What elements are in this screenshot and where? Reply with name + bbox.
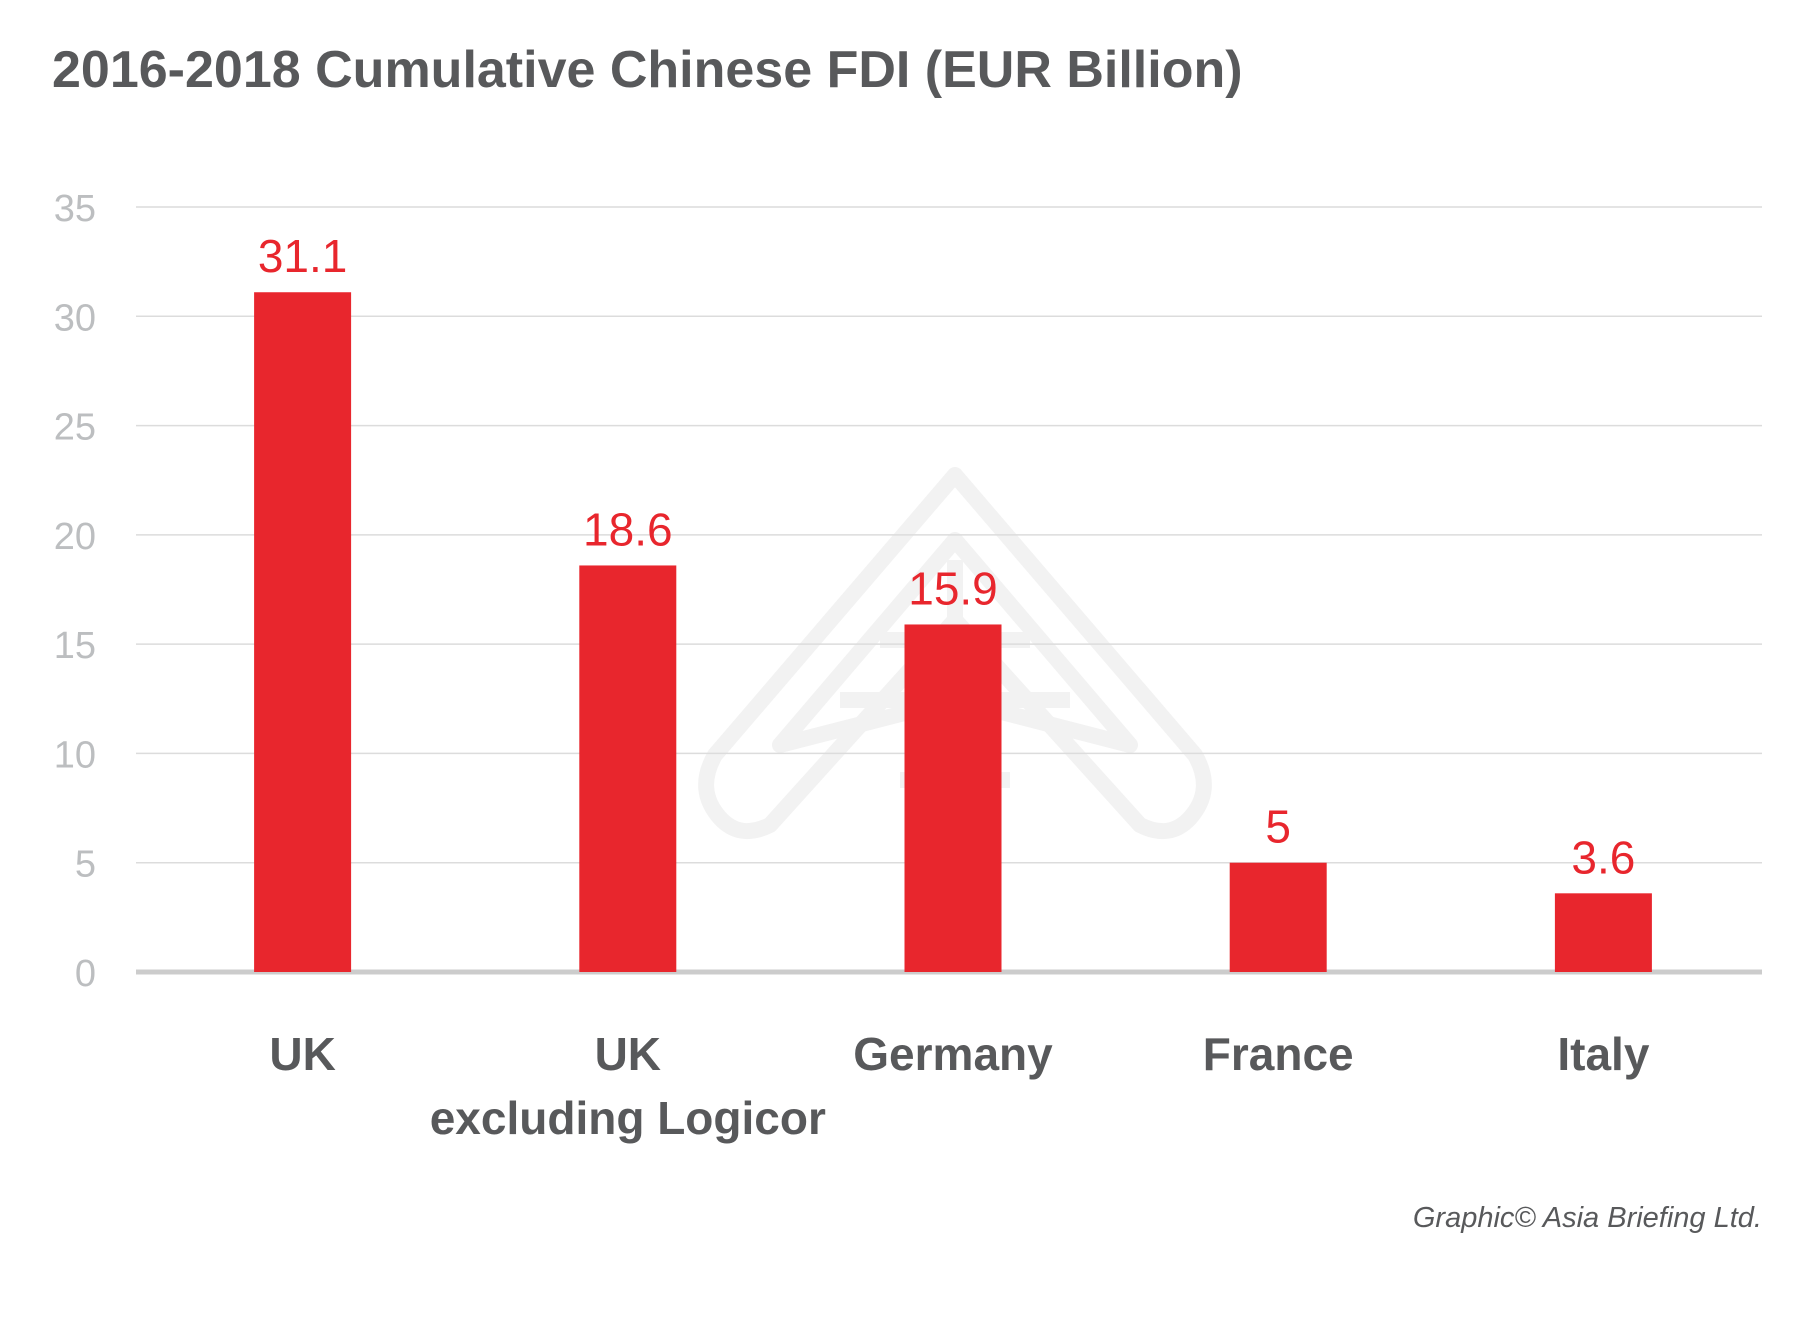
y-tick-label: 20 <box>54 516 96 558</box>
value-label: 3.6 <box>1571 831 1635 883</box>
bar <box>1554 893 1652 972</box>
x-tick-label: UK <box>269 1028 335 1080</box>
chart-title: 2016-2018 Cumulative Chinese FDI (EUR Bi… <box>52 41 1243 99</box>
bar <box>904 624 1002 972</box>
graphic-credit: Graphic© Asia Briefing Ltd. <box>1412 1202 1762 1234</box>
bar <box>579 565 677 972</box>
bar <box>1229 862 1327 972</box>
y-tick-label: 25 <box>54 407 96 449</box>
y-tick-label: 15 <box>54 625 96 667</box>
value-label: 5 <box>1265 801 1291 853</box>
y-tick-label: 5 <box>75 844 96 886</box>
y-tick-label: 0 <box>75 953 96 995</box>
value-label: 31.1 <box>258 230 348 282</box>
y-tick-label: 30 <box>54 297 96 339</box>
bar <box>254 292 352 972</box>
value-label: 15.9 <box>908 562 998 614</box>
value-label: 18.6 <box>583 503 673 555</box>
x-tick-label: UK <box>595 1028 661 1080</box>
y-tick-label: 10 <box>54 734 96 776</box>
x-tick-label: Italy <box>1557 1028 1649 1080</box>
x-tick-label: Germany <box>853 1028 1053 1080</box>
y-tick-label: 35 <box>54 188 96 230</box>
x-tick-label: France <box>1203 1028 1354 1080</box>
x-tick-label: excluding Logicor <box>430 1092 826 1144</box>
